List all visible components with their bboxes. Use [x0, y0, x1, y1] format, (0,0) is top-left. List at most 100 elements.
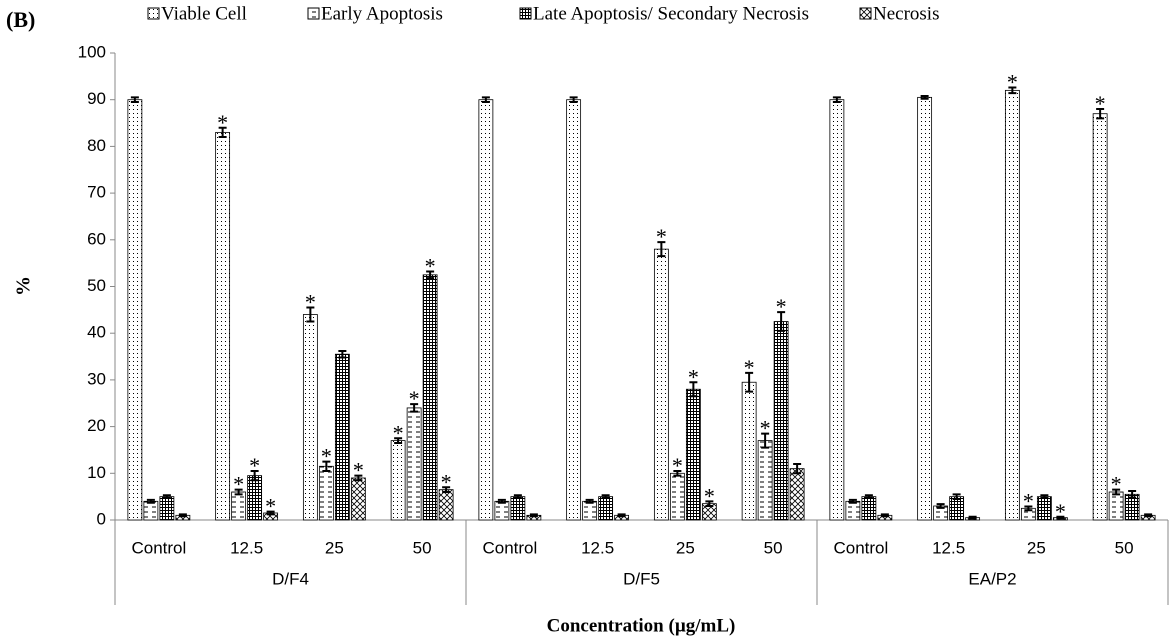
legend-label: Early Apoptosis	[321, 3, 443, 24]
error-bar	[832, 96, 841, 104]
error-bar	[146, 498, 155, 504]
error-bar	[793, 462, 802, 475]
error-bar	[234, 488, 243, 496]
y-tick-label: 10	[87, 463, 106, 482]
significance-mark: *	[1111, 472, 1122, 497]
error-bar	[689, 381, 698, 398]
bar	[757, 440, 773, 521]
significance-mark: *	[217, 110, 228, 135]
error-bar	[761, 432, 770, 449]
error-bar	[426, 270, 435, 280]
significance-mark: *	[353, 458, 364, 483]
error-bar	[410, 403, 419, 413]
error-bar	[968, 515, 977, 520]
bar	[247, 475, 263, 521]
group-label: D/F5	[623, 569, 660, 588]
error-bar	[1128, 490, 1137, 499]
bar	[478, 99, 494, 521]
bar	[215, 131, 231, 521]
error-bar	[497, 498, 506, 504]
x-tick-label: Control	[833, 538, 888, 557]
bar	[598, 496, 614, 521]
error-bar	[162, 494, 171, 500]
bar	[789, 468, 805, 521]
error-bar	[130, 96, 139, 104]
bar	[159, 496, 175, 521]
x-tick-label: 12.5	[581, 538, 614, 557]
y-axis-label: %	[13, 276, 35, 296]
x-tick-label: 12.5	[230, 538, 263, 557]
bar	[1004, 89, 1020, 521]
y-tick-label: 80	[87, 136, 106, 155]
group-label: D/F4	[272, 569, 309, 588]
error-bar	[777, 311, 786, 332]
significance-mark: *	[441, 469, 452, 494]
error-bar	[569, 96, 578, 104]
legend-swatch	[859, 7, 872, 20]
error-bar	[617, 513, 626, 518]
legend-label: Necrosis	[873, 3, 939, 24]
error-bar	[354, 474, 363, 482]
bar	[917, 96, 933, 521]
y-tick-label: 70	[87, 183, 106, 202]
y-tick-label: 30	[87, 369, 106, 388]
error-bar	[1056, 515, 1065, 520]
significance-mark: *	[409, 386, 420, 411]
significance-mark: *	[1055, 499, 1066, 524]
bar	[653, 248, 669, 521]
x-tick-label: 25	[325, 538, 344, 557]
bar	[582, 500, 598, 521]
y-tick-label: 60	[87, 229, 106, 248]
bar	[143, 500, 159, 521]
x-tick-label: 50	[413, 538, 432, 557]
significance-mark: *	[744, 355, 755, 380]
significance-mark: *	[305, 290, 316, 315]
error-bar	[673, 469, 682, 477]
error-bar	[880, 513, 889, 518]
significance-mark: *	[688, 364, 699, 389]
bar	[949, 496, 965, 521]
error-bar	[601, 494, 610, 500]
error-bar	[322, 460, 331, 472]
significance-mark: *	[425, 254, 436, 279]
y-tick-label: 20	[87, 416, 106, 435]
x-tick-label: 25	[1027, 538, 1046, 557]
error-bar	[178, 513, 187, 518]
significance-mark: *	[1023, 489, 1034, 514]
error-bar	[306, 306, 315, 323]
error-bar	[1112, 488, 1121, 496]
bar	[406, 407, 422, 521]
y-tick-label: 100	[78, 42, 106, 61]
y-tick-label: 0	[97, 509, 106, 528]
significance-mark: *	[760, 416, 771, 441]
x-tick-label: Control	[131, 538, 186, 557]
error-bar	[936, 503, 945, 509]
bar	[1092, 113, 1108, 521]
error-bar	[920, 94, 929, 100]
error-bar	[1040, 494, 1049, 500]
error-bar	[442, 486, 451, 493]
significance-mark: *	[1095, 91, 1106, 116]
error-bar	[1024, 505, 1033, 512]
error-bar	[529, 513, 538, 518]
significance-mark: *	[265, 494, 276, 519]
error-bar	[585, 498, 594, 504]
x-tick-label: 50	[1115, 538, 1134, 557]
significance-mark: *	[233, 472, 244, 497]
bar	[494, 500, 510, 521]
error-bar	[513, 494, 522, 500]
panel-label: (B)	[6, 7, 35, 32]
significance-mark: *	[321, 444, 332, 469]
bar	[669, 472, 685, 521]
legend-swatch	[147, 7, 160, 20]
bar	[318, 465, 334, 521]
significance-mark: *	[1007, 70, 1018, 95]
x-tick-label: 25	[676, 538, 695, 557]
legend-label: Viable Cell	[161, 3, 247, 24]
x-tick-label: 50	[764, 538, 783, 557]
error-bar	[266, 510, 275, 516]
significance-mark: *	[672, 453, 683, 478]
group-label: EA/P2	[968, 569, 1016, 588]
error-bar	[250, 469, 259, 482]
bar	[845, 500, 861, 521]
